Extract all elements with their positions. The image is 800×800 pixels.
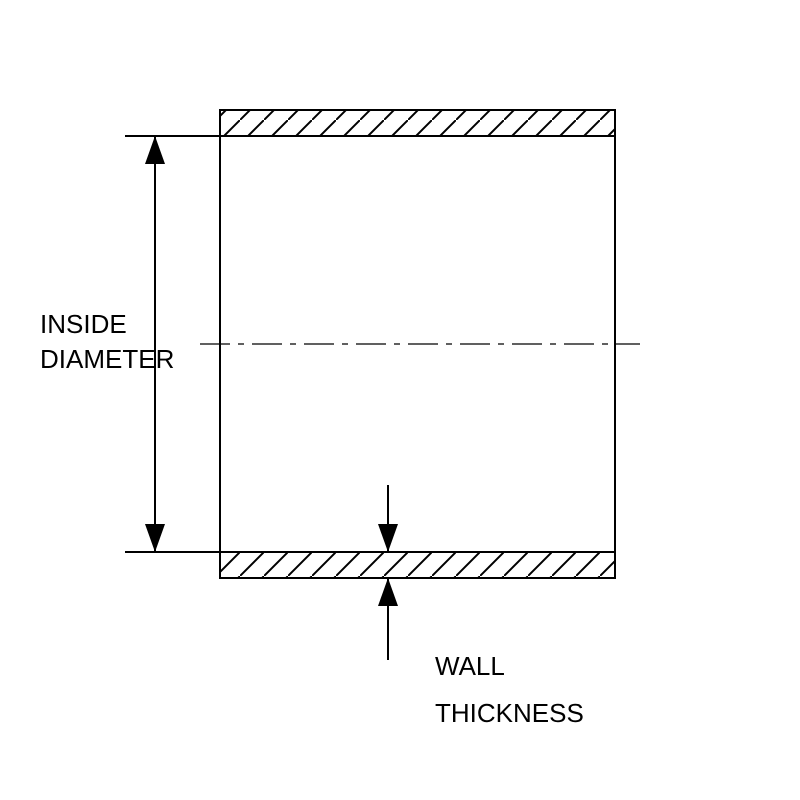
wall-thickness-label-1: WALL [435,651,505,681]
top-wall-hatch [220,110,615,136]
bottom-wall-hatch [220,552,615,578]
wall-arrowhead-down-icon [378,524,398,552]
id-arrowhead-down-icon [145,524,165,552]
wall-thickness-label-2: THICKNESS [435,698,584,728]
id-arrowhead-up-icon [145,136,165,164]
inside-diameter-label-2: DIAMETER [40,344,174,374]
tube-cross-section-diagram: INSIDE DIAMETER WALL THICKNESS [0,0,800,800]
wall-arrowhead-up-icon [378,578,398,606]
inside-diameter-label-1: INSIDE [40,309,127,339]
